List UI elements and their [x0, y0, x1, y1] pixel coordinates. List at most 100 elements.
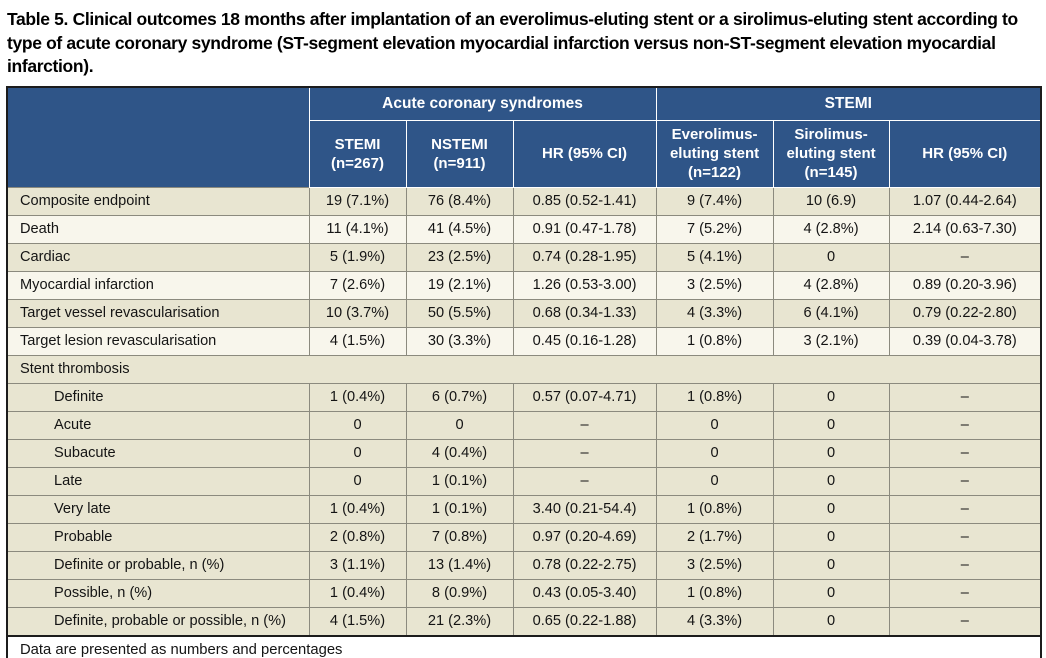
data-cell: 6 (0.7%)	[405, 382, 514, 412]
column-header-stemi-n267: STEMI (n=267)	[308, 119, 407, 188]
data-cell: –	[888, 494, 1042, 524]
data-cell: –	[888, 242, 1042, 272]
data-cell: 5 (4.1%)	[655, 242, 774, 272]
data-cell: 0	[772, 550, 890, 580]
data-cell: 0.85 (0.52-1.41)	[512, 186, 657, 216]
corner-cell	[7, 86, 310, 187]
table-header: Acute coronary syndromes STEMI STEMI (n=…	[7, 86, 1042, 188]
table-row: Composite endpoint 19 (7.1%) 76 (8.4%) 0.85…	[6, 186, 1042, 216]
data-cell: 4 (3.3%)	[655, 606, 774, 636]
data-cell: 0	[772, 466, 890, 496]
table-footer: Data are presented as numbers and percen…	[7, 634, 1042, 658]
data-cell: –	[512, 410, 657, 440]
data-cell: 1.07 (0.44-2.64)	[888, 186, 1042, 216]
table-row: Target vessel revascularisation 10 (3.7%)…	[6, 298, 1042, 328]
data-cell: 0	[772, 438, 890, 468]
data-cell: 30 (3.3%)	[405, 326, 514, 356]
data-cell: 50 (5.5%)	[405, 298, 514, 328]
data-cell: 7 (0.8%)	[405, 522, 514, 552]
data-cell: 1 (0.8%)	[655, 494, 774, 524]
row-label-cell: Definite	[6, 382, 310, 412]
data-cell: 7 (5.2%)	[655, 214, 774, 244]
footnote-row: Data are presented as numbers and percen…	[7, 634, 1042, 658]
table-row: Very late 1 (0.4%) 1 (0.1%) 3.40 (0.21-54.4…	[6, 494, 1042, 524]
row-label-cell: Late	[6, 466, 310, 496]
data-cell: 3.40 (0.21-54.4)	[512, 494, 657, 524]
table-row: Subacute 0 4 (0.4%) –0 0–	[6, 438, 1042, 468]
data-cell: –	[888, 550, 1042, 580]
row-label-cell: Death	[6, 214, 310, 244]
row-label-cell: Definite or probable, n (%)	[6, 550, 310, 580]
row-label-cell: Target lesion revascularisation	[6, 326, 310, 356]
data-cell: 0	[772, 522, 890, 552]
row-label-cell: Myocardial infarction	[6, 270, 310, 300]
data-cell: 2.14 (0.63-7.30)	[888, 214, 1042, 244]
data-cell: 1 (0.4%)	[308, 578, 407, 608]
data-cell: 0	[772, 606, 890, 636]
data-cell: 7 (2.6%)	[308, 270, 407, 300]
column-header-row: STEMI (n=267) NSTEMI (n=911) HR (95% CI)…	[7, 119, 1042, 188]
table-body: Composite endpoint 19 (7.1%) 76 (8.4%) 0.85…	[6, 186, 1042, 636]
data-cell: 1.26 (0.53-3.00)	[512, 270, 657, 300]
data-cell: 0	[308, 438, 407, 468]
data-cell: 4 (2.8%)	[772, 214, 890, 244]
data-cell: –	[512, 466, 657, 496]
data-cell: 76 (8.4%)	[405, 186, 514, 216]
data-cell: 4 (1.5%)	[308, 326, 407, 356]
paper-table-figure: Table 5. Clinical outcomes 18 months aft…	[0, 8, 1046, 658]
row-label-cell: Acute	[6, 410, 310, 440]
data-cell: –	[888, 438, 1042, 468]
data-cell: 0	[655, 438, 774, 468]
data-cell: 2 (0.8%)	[308, 522, 407, 552]
data-cell: 0	[772, 242, 890, 272]
data-cell: 9 (7.4%)	[655, 186, 774, 216]
data-cell: 11 (4.1%)	[308, 214, 407, 244]
data-cell: 3 (2.1%)	[772, 326, 890, 356]
column-header-nstemi-n911: NSTEMI (n=911)	[405, 119, 514, 188]
data-cell: 19 (2.1%)	[405, 270, 514, 300]
row-label-cell: Definite, probable or possible, n (%)	[6, 606, 310, 636]
data-cell: 3 (1.1%)	[308, 550, 407, 580]
data-cell: 1 (0.8%)	[655, 326, 774, 356]
table-row: Stent thrombosis	[6, 354, 1042, 384]
data-cell: 1 (0.8%)	[655, 382, 774, 412]
row-label-cell: Composite endpoint	[6, 186, 310, 216]
data-cell: 19 (7.1%)	[308, 186, 407, 216]
data-cell: 0.74 (0.28-1.95)	[512, 242, 657, 272]
group-header-stemi: STEMI	[655, 86, 1042, 121]
data-cell: 0	[405, 410, 514, 440]
data-cell: 41 (4.5%)	[405, 214, 514, 244]
group-header-row: Acute coronary syndromes STEMI	[7, 86, 1042, 187]
data-cell: 10 (6.9)	[772, 186, 890, 216]
data-cell: 4 (1.5%)	[308, 606, 407, 636]
data-cell: –	[888, 410, 1042, 440]
data-cell: 2 (1.7%)	[655, 522, 774, 552]
data-cell: 0	[655, 466, 774, 496]
table-row: Target lesion revascularisation 4 (1.5%) 3…	[6, 326, 1042, 356]
data-cell: 0.91 (0.47-1.78)	[512, 214, 657, 244]
table-row: Cardiac 5 (1.9%) 23 (2.5%) 0.74 (0.28-1.95)…	[6, 242, 1042, 272]
data-cell: 0.65 (0.22-1.88)	[512, 606, 657, 636]
data-cell: 0.79 (0.22-2.80)	[888, 298, 1042, 328]
data-cell: –	[888, 606, 1042, 636]
table-row: Late 0 1 (0.1%) –0 0–	[6, 466, 1042, 496]
data-cell: 1 (0.1%)	[405, 466, 514, 496]
data-cell: –	[888, 578, 1042, 608]
data-cell: 0	[772, 578, 890, 608]
section-header-cell: Stent thrombosis	[6, 354, 1042, 384]
data-cell: 0	[308, 410, 407, 440]
row-label-cell: Very late	[6, 494, 310, 524]
table-row: Definite 1 (0.4%) 6 (0.7%) 0.57 (0.07-4.71)…	[6, 382, 1042, 412]
column-header-hr-acs: HR (95% CI)	[512, 119, 657, 188]
data-cell: 3 (2.5%)	[655, 270, 774, 300]
row-label-cell: Target vessel revascularisation	[6, 298, 310, 328]
table-row: Acute 0 0–0 0–	[6, 410, 1042, 440]
table-row: Probable 2 (0.8%) 7 (0.8%) 0.97 (0.20-4.69)…	[6, 522, 1042, 552]
data-cell: 0.97 (0.20-4.69)	[512, 522, 657, 552]
table-row: Death 11 (4.1%) 41 (4.5%) 0.91 (0.47-1.78) 7…	[6, 214, 1042, 244]
table-row: Definite or probable, n (%) 3 (1.1%) 13 (1…	[6, 550, 1042, 580]
data-cell: 0.43 (0.05-3.40)	[512, 578, 657, 608]
column-header-sirolimus-stent: Sirolimus- eluting stent (n=145)	[772, 119, 890, 188]
row-label-cell: Possible, n (%)	[6, 578, 310, 608]
table-caption: Table 5. Clinical outcomes 18 months aft…	[7, 9, 1018, 76]
